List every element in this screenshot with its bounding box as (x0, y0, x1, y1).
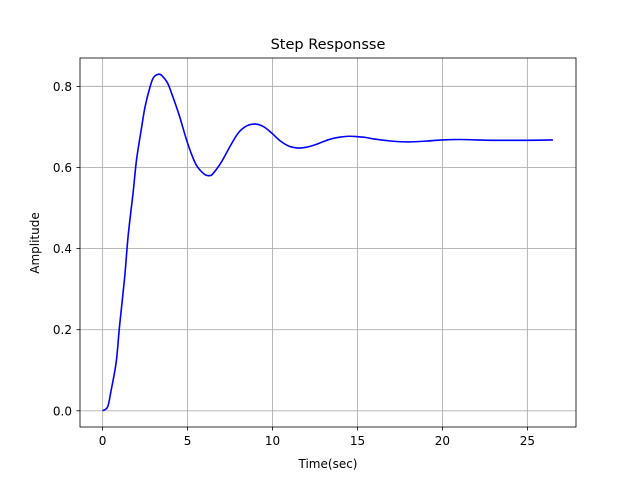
series-line (102, 73, 553, 412)
y-tick-label: 0.2 (53, 323, 72, 337)
y-tick-label: 0.6 (53, 161, 72, 175)
y-tick-label: 0.4 (53, 242, 72, 256)
x-axis-label: Time(sec) (298, 457, 358, 471)
axes-frame (79, 57, 577, 428)
y-axis-label: Amplitude (28, 212, 42, 274)
x-tick-label: 15 (350, 434, 365, 448)
x-tick-label: 5 (184, 434, 192, 448)
x-tick-label: 20 (435, 434, 450, 448)
y-tick-label: 0.0 (53, 404, 72, 418)
plot-area (102, 73, 553, 412)
x-tick-label: 10 (265, 434, 280, 448)
grid-layer (80, 58, 576, 427)
y-tick-label: 0.8 (53, 80, 72, 94)
x-tick-label: 25 (520, 434, 535, 448)
chart-title: Step Responsse (271, 37, 386, 53)
x-tick-label: 0 (99, 434, 107, 448)
tick-layer: 0 5 10 15 20 25 0.0 0.2 0.4 0.6 0.8 (53, 80, 535, 448)
